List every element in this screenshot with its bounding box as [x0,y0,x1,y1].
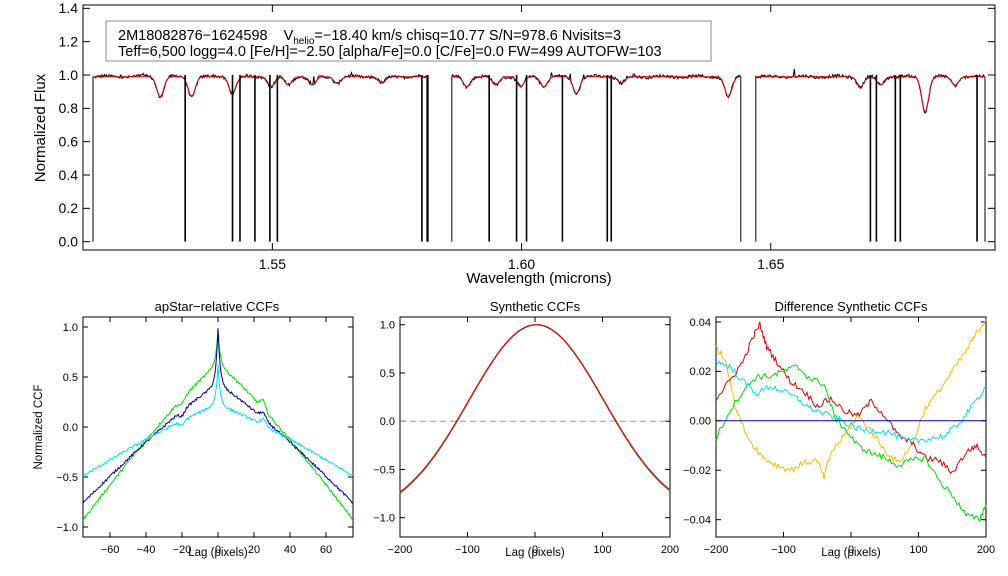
synthetic-ccf-ticks: −200 −100 0 100 200 −1.0 −0.5 0.0 0.5 1.0 [373,317,679,556]
y-tick-label: 1.4 [59,0,79,16]
y-tick-label: 0.04 [690,317,711,329]
spectrum-annotation-box [105,20,712,62]
x-tick-label: 200 [661,544,679,556]
y-tick-label: 0.6 [59,134,79,150]
synthetic-ccf-line [399,324,671,493]
x-tick-label: −20 [173,544,192,556]
difference-ccf-panel: Difference Synthetic CCFs −200 −100 0 100 20… [683,299,995,559]
apstar-ccf-line [82,364,354,478]
x-tick-label: 1.60 [508,256,535,272]
x-tick-label: 0 [215,544,221,556]
apstar-ccf-line [82,328,354,504]
synthetic-ccf-panel: Synthetic CCFs −200 −100 0 100 200 −1.0 −0.5 0.… [373,299,679,559]
x-tick-label: 1.65 [757,256,784,272]
y-tick-label: 0.4 [59,167,79,183]
x-tick-label: 100 [593,544,611,556]
y-tick-label: −0.04 [683,515,711,527]
y-tick-label: −1.0 [56,522,78,534]
difference-ccf-ticks: −200 −100 0 100 200 −0.04 −0.02 0.00 0.02 0.04 [683,317,995,556]
x-tick-label: 20 [248,544,260,556]
difference-ccf-line [715,321,987,475]
synthetic-ccf-title: Synthetic CCFs [490,299,581,314]
difference-ccf-line [715,360,987,444]
synthetic-ccf-line [399,324,671,494]
y-tick-label: 0.5 [380,368,395,380]
model-spectrum-line [93,76,427,98]
synthetic-ccf-line [399,324,671,494]
spectrum-plot [92,68,986,242]
x-tick-label: −60 [101,544,120,556]
y-tick-label: −1.0 [373,513,395,525]
apstar-ccf-frame [82,316,354,538]
spectrum-ticks: 1.55 1.60 1.65 0.0 0.2 0.4 0.6 0.8 1.0 1.2 1.4 [59,0,995,272]
y-tick-label: −0.5 [56,472,78,484]
x-tick-label: 0 [532,544,538,556]
model-spectrum-line [451,76,741,98]
y-tick-label: 1.0 [63,322,78,334]
y-tick-label: 0.0 [63,422,78,434]
x-tick-label: 60 [320,544,332,556]
x-tick-label: 40 [284,544,296,556]
y-tick-label: 0.00 [690,416,711,428]
y-tick-label: −0.5 [373,464,395,476]
x-tick-label: 100 [909,544,927,556]
synthetic-ccf-frame [399,316,671,538]
spectrum-xlabel: Wavelength (microns) [466,270,611,287]
synthetic-ccf-xlabel: Lag (pixels) [505,547,565,559]
x-tick-label: −200 [388,544,413,556]
difference-ccf-line [715,364,987,523]
x-tick-label: −200 [704,544,729,556]
apstar-ccf-line [82,328,354,521]
apstar-ccf-title: apStar−relative CCFs [155,299,280,314]
y-tick-label: 0.02 [690,366,711,378]
x-tick-label: 200 [977,544,995,556]
y-tick-label: 0.5 [63,372,78,384]
apstar-ccf-panel: apStar−relative CCFs −60 −40 −20 0 20 40 60 −1.… [33,299,354,559]
spectrum-panel: 1.55 1.60 1.65 0.0 0.2 0.4 0.6 0.8 1.0 1.2 1.4 2M1… [32,0,996,287]
difference-ccf-plot [715,319,987,523]
observed-spectrum-line [451,72,742,242]
x-tick-label: −100 [455,544,480,556]
synthetic-ccf-plot [399,324,671,494]
difference-ccf-line [715,319,987,480]
annotation-line-1: 2M18082876−1624598 Vhelio=−18.40 km/s chi… [118,28,621,47]
synthetic-ccf-line [399,324,671,493]
y-tick-label: 0.2 [59,200,79,216]
y-tick-label: 0.0 [59,234,79,250]
spectrum-frame [82,4,996,251]
y-tick-label: 1.2 [59,34,79,50]
apstar-ccf-ylabel: Normalized CCF [33,385,45,470]
apstar-ccf-xlabel: Lag (pixels) [188,547,248,559]
apstar-ccf-plot [82,328,354,521]
x-tick-label: 0 [848,544,854,556]
x-tick-label: −100 [771,544,796,556]
x-tick-label: −40 [137,544,156,556]
observed-spectrum-line [92,71,428,242]
difference-ccf-title: Difference Synthetic CCFs [775,299,928,314]
y-tick-label: 1.0 [380,320,395,332]
spectrum-ylabel: Normalized Flux [32,73,49,182]
x-tick-label: 1.55 [259,256,286,272]
synthetic-ccf-line [399,324,671,494]
y-tick-label: 0.0 [380,416,395,428]
difference-ccf-xlabel: Lag (pixels) [821,547,881,559]
apstar-ccf-ticks: −60 −40 −20 0 20 40 60 −1.0 −0.5 0.0 0.5 1.0 [56,317,353,556]
y-tick-label: 0.8 [59,100,79,116]
annotation-line-2: Teff=6,500 logg=4.0 [Fe/H]=−2.50 [alpha/… [118,44,662,60]
y-tick-label: 1.0 [59,67,79,83]
y-tick-label: −0.02 [683,465,711,477]
